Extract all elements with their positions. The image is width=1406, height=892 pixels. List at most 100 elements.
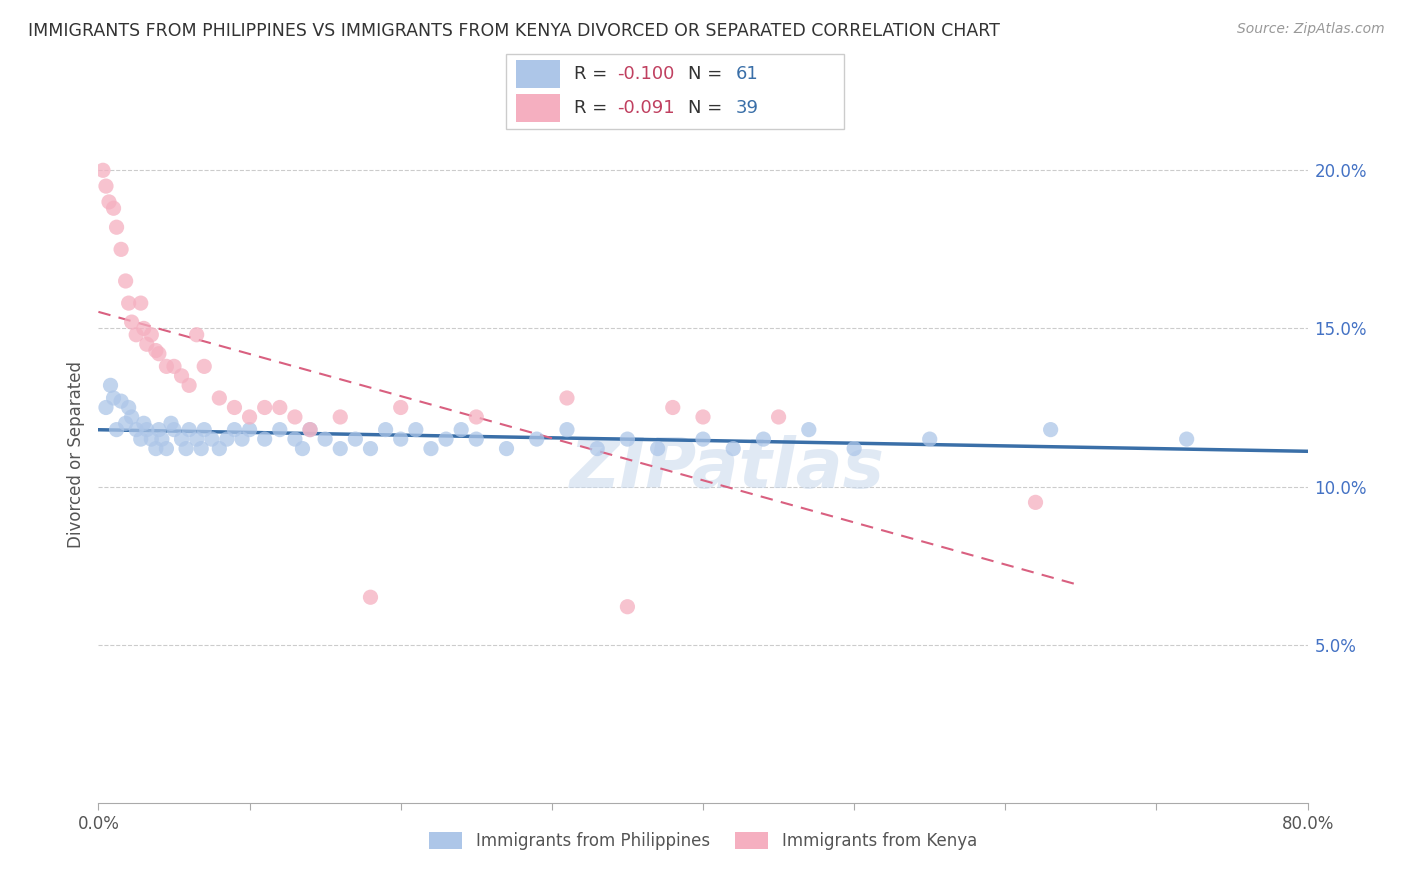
Point: [1175, 432, 1198, 446]
Point: [100, 378, 122, 392]
Point: [434, 432, 457, 446]
Point: [118, 401, 141, 415]
Point: [179, 423, 201, 437]
Point: [170, 432, 193, 446]
Point: [193, 359, 215, 374]
Bar: [516, 61, 560, 87]
Point: [1024, 495, 1046, 509]
Point: [132, 417, 155, 431]
Point: [114, 417, 136, 431]
Point: [129, 432, 152, 446]
Point: [186, 327, 208, 342]
Point: [389, 401, 412, 415]
Point: [661, 401, 683, 415]
Point: [389, 432, 412, 446]
Point: [118, 296, 141, 310]
Point: [193, 423, 215, 437]
Point: [450, 423, 472, 437]
Text: 61: 61: [735, 65, 758, 83]
Point: [135, 423, 157, 437]
Point: [160, 417, 183, 431]
Point: [329, 409, 352, 424]
Point: [141, 432, 163, 446]
Point: [98, 194, 121, 209]
Point: [125, 423, 148, 437]
Point: [269, 401, 291, 415]
Point: [145, 343, 167, 358]
Point: [844, 442, 866, 456]
Point: [405, 423, 427, 437]
Point: [148, 347, 170, 361]
Point: [360, 591, 382, 605]
Text: R =: R =: [574, 99, 613, 117]
Point: [647, 442, 669, 456]
Point: [692, 432, 714, 446]
Point: [344, 432, 367, 446]
Point: [135, 337, 157, 351]
Point: [768, 409, 790, 424]
Point: [253, 401, 276, 415]
Point: [291, 442, 314, 456]
Point: [201, 432, 224, 446]
FancyBboxPatch shape: [506, 54, 844, 129]
Point: [155, 359, 177, 374]
Point: [224, 423, 246, 437]
Point: [465, 409, 488, 424]
Point: [360, 442, 382, 456]
Point: [752, 432, 775, 446]
Point: [374, 423, 396, 437]
Point: [174, 442, 197, 456]
Point: [125, 327, 148, 342]
Point: [163, 359, 186, 374]
Point: [94, 401, 117, 415]
Point: [105, 423, 128, 437]
Legend: Immigrants from Philippines, Immigrants from Kenya: Immigrants from Philippines, Immigrants …: [422, 826, 984, 857]
Point: [186, 432, 208, 446]
Point: [215, 432, 238, 446]
Point: [141, 327, 163, 342]
Point: [555, 423, 578, 437]
Text: 39: 39: [735, 99, 759, 117]
Point: [155, 442, 177, 456]
Point: [148, 423, 170, 437]
Text: N =: N =: [689, 99, 728, 117]
Bar: [516, 95, 560, 122]
Point: [239, 423, 262, 437]
Point: [110, 243, 132, 257]
Point: [616, 432, 638, 446]
Text: N =: N =: [689, 65, 728, 83]
Point: [555, 391, 578, 405]
Point: [1039, 423, 1062, 437]
Point: [94, 179, 117, 194]
Point: [121, 409, 143, 424]
Point: [253, 432, 276, 446]
Point: [121, 315, 143, 329]
Point: [163, 423, 186, 437]
Text: R =: R =: [574, 65, 613, 83]
Point: [231, 432, 253, 446]
Text: ZIPatlas: ZIPatlas: [569, 435, 884, 502]
Point: [314, 432, 336, 446]
Y-axis label: Divorced or Separated: Divorced or Separated: [66, 361, 84, 549]
Point: [179, 378, 201, 392]
Point: [797, 423, 820, 437]
Point: [420, 442, 443, 456]
Point: [284, 409, 307, 424]
Point: [723, 442, 745, 456]
Text: -0.091: -0.091: [617, 99, 675, 117]
Point: [692, 409, 714, 424]
Point: [465, 432, 488, 446]
Point: [224, 401, 246, 415]
Point: [269, 423, 291, 437]
Point: [105, 220, 128, 235]
Point: [918, 432, 941, 446]
Point: [170, 368, 193, 383]
Point: [150, 432, 173, 446]
Point: [239, 409, 262, 424]
Point: [284, 432, 307, 446]
Point: [132, 321, 155, 335]
Point: [208, 442, 231, 456]
Point: [586, 442, 609, 456]
Point: [103, 391, 125, 405]
Point: [299, 423, 322, 437]
